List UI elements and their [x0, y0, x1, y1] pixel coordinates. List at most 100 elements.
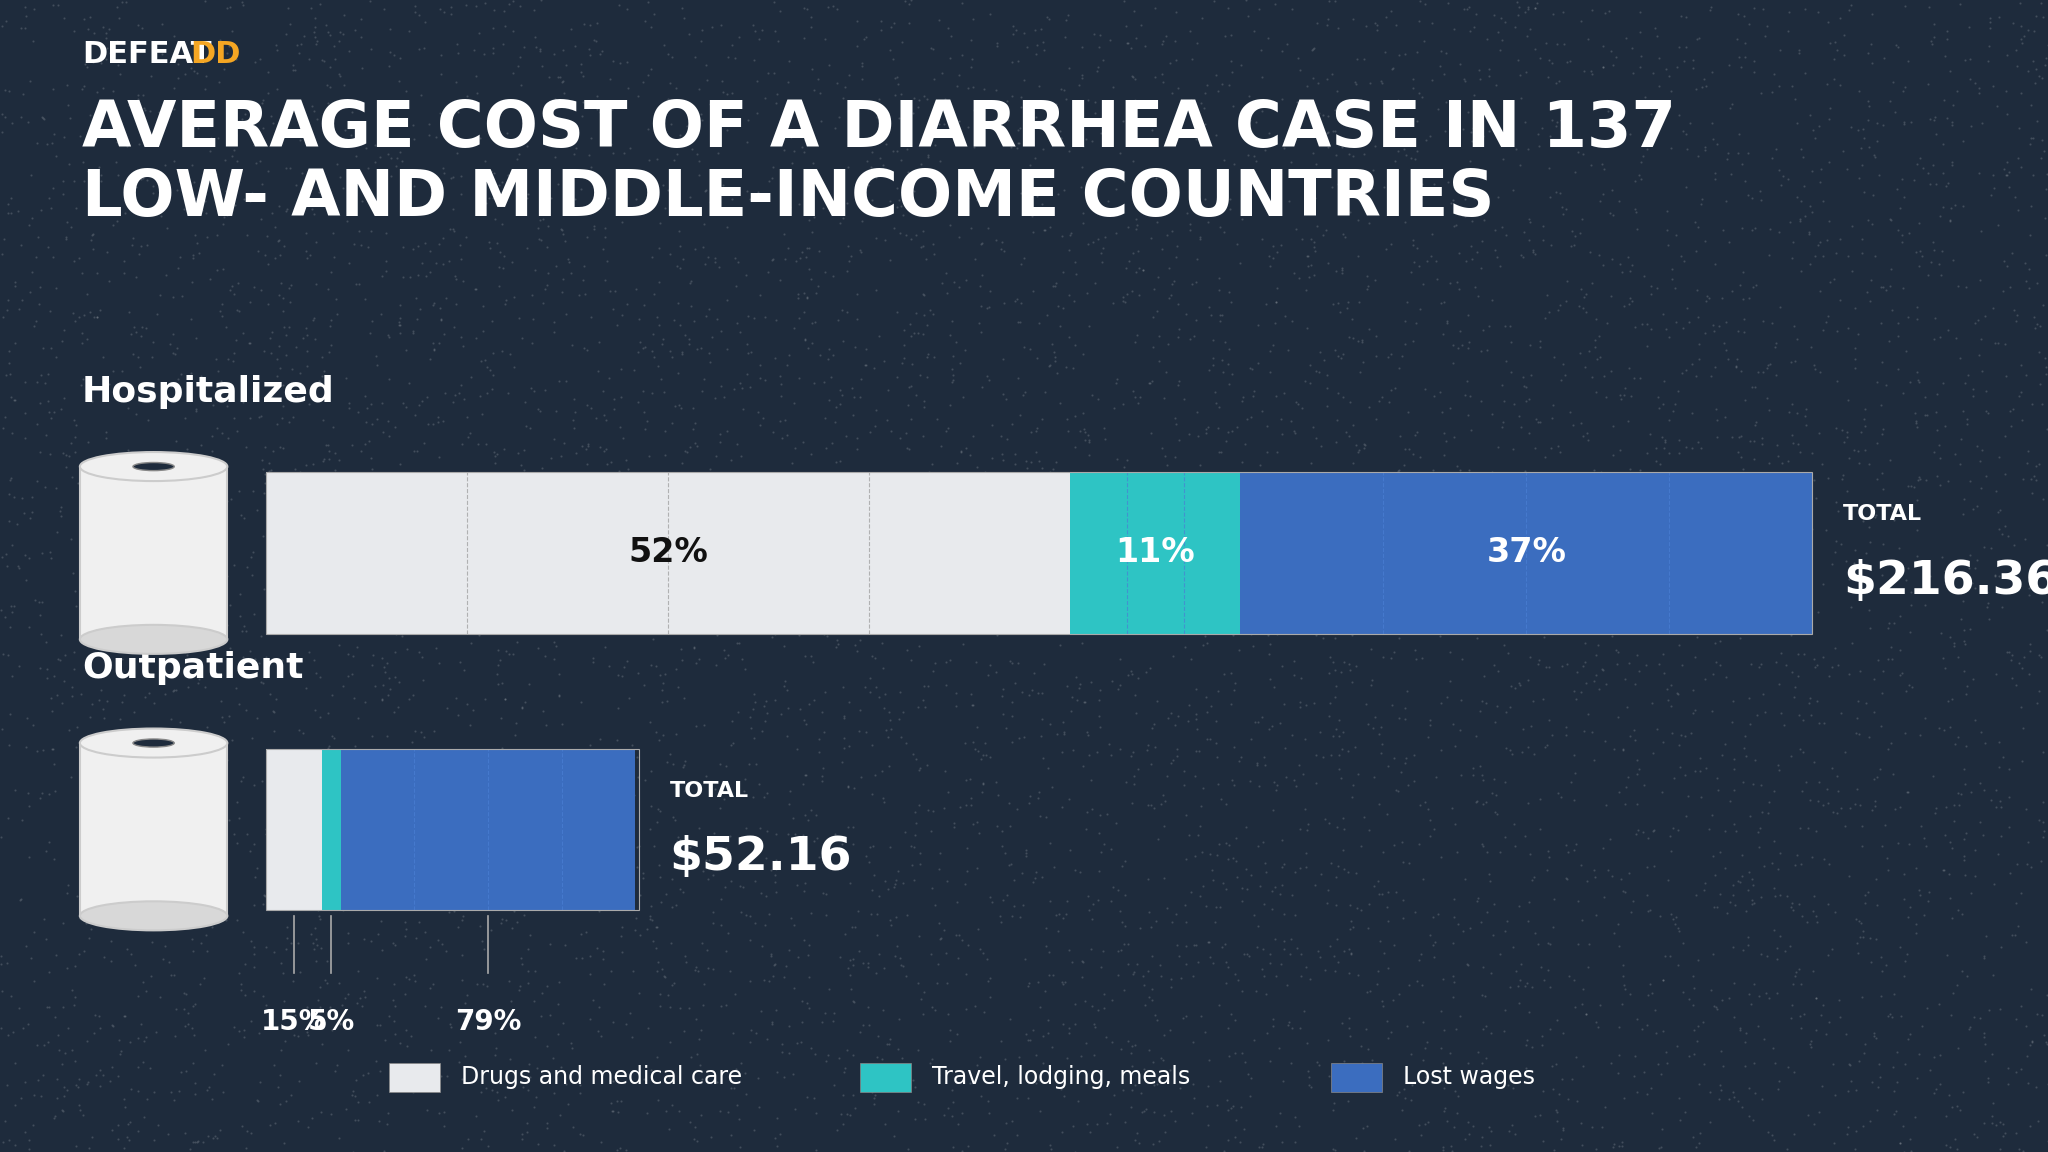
- Point: [397, 240, 430, 258]
- Point: [1954, 782, 1987, 801]
- Point: [1141, 161, 1174, 180]
- Point: [319, 775, 352, 794]
- Point: [1653, 328, 1686, 347]
- Point: [610, 450, 643, 469]
- Point: [1655, 725, 1688, 743]
- Point: [1436, 1142, 1468, 1152]
- Point: [897, 745, 930, 764]
- Point: [449, 799, 481, 818]
- Point: [950, 584, 983, 602]
- Point: [1774, 353, 1806, 371]
- Point: [434, 220, 467, 238]
- Point: [979, 510, 1012, 529]
- Point: [1638, 857, 1671, 876]
- Point: [1909, 387, 1942, 406]
- Point: [360, 347, 393, 365]
- Point: [1606, 870, 1638, 888]
- Point: [125, 18, 158, 37]
- Point: [6, 488, 39, 507]
- Point: [520, 219, 553, 237]
- Point: [817, 1005, 850, 1023]
- Point: [428, 164, 461, 182]
- Point: [1438, 972, 1470, 991]
- Point: [37, 124, 70, 143]
- Point: [1464, 392, 1497, 410]
- Point: [233, 932, 266, 950]
- Point: [840, 339, 872, 357]
- Point: [913, 301, 946, 319]
- Point: [1083, 25, 1116, 44]
- Point: [1315, 854, 1348, 872]
- Point: [809, 263, 842, 281]
- Point: [1044, 393, 1077, 411]
- Point: [2025, 554, 2048, 573]
- Point: [1257, 773, 1290, 791]
- Point: [504, 977, 537, 995]
- Point: [262, 501, 295, 520]
- Point: [440, 35, 473, 53]
- Point: [1112, 955, 1145, 973]
- Point: [1929, 826, 1962, 844]
- Point: [1278, 424, 1311, 442]
- Point: [1776, 76, 1808, 94]
- Point: [1495, 698, 1528, 717]
- Point: [1630, 858, 1663, 877]
- Point: [371, 607, 403, 626]
- Point: [303, 907, 336, 925]
- Point: [1712, 144, 1745, 162]
- Point: [1356, 670, 1389, 689]
- Point: [1657, 586, 1690, 605]
- Point: [504, 0, 537, 15]
- Point: [1212, 1046, 1245, 1064]
- Point: [2013, 665, 2046, 683]
- Point: [1229, 818, 1262, 836]
- Point: [1847, 129, 1880, 147]
- Point: [1184, 797, 1217, 816]
- Point: [1124, 1083, 1157, 1101]
- Point: [2009, 272, 2042, 290]
- Point: [1311, 123, 1343, 142]
- Point: [897, 838, 930, 856]
- Point: [1698, 897, 1731, 916]
- Point: [137, 184, 170, 203]
- Point: [821, 1121, 854, 1139]
- Point: [66, 376, 98, 394]
- Point: [1499, 1126, 1532, 1144]
- Point: [1466, 691, 1499, 710]
- Point: [627, 382, 659, 401]
- Point: [76, 114, 109, 132]
- Point: [1014, 423, 1047, 441]
- Point: [680, 1009, 713, 1028]
- Point: [471, 1005, 504, 1023]
- Point: [47, 1101, 80, 1120]
- Point: [614, 742, 647, 760]
- Point: [244, 407, 276, 425]
- Point: [109, 457, 141, 476]
- Point: [1853, 929, 1886, 947]
- Point: [1169, 204, 1202, 222]
- Point: [1985, 827, 2017, 846]
- Point: [1219, 1044, 1251, 1062]
- Point: [1378, 643, 1411, 661]
- Point: [563, 286, 596, 304]
- Point: [791, 766, 823, 785]
- Point: [1743, 839, 1776, 857]
- Point: [1200, 1096, 1233, 1114]
- Point: [911, 346, 944, 364]
- Point: [1233, 111, 1266, 129]
- Point: [39, 1008, 72, 1026]
- Point: [739, 104, 772, 122]
- Point: [1671, 787, 1704, 805]
- Point: [1235, 180, 1268, 198]
- Point: [1190, 1097, 1223, 1115]
- Point: [1319, 661, 1352, 680]
- Point: [1348, 1075, 1380, 1093]
- Point: [1329, 423, 1362, 441]
- Point: [573, 594, 606, 613]
- Point: [438, 318, 471, 336]
- Point: [164, 1063, 197, 1082]
- Point: [1004, 134, 1036, 152]
- Point: [1190, 114, 1223, 132]
- Point: [1520, 0, 1552, 12]
- Point: [668, 758, 700, 776]
